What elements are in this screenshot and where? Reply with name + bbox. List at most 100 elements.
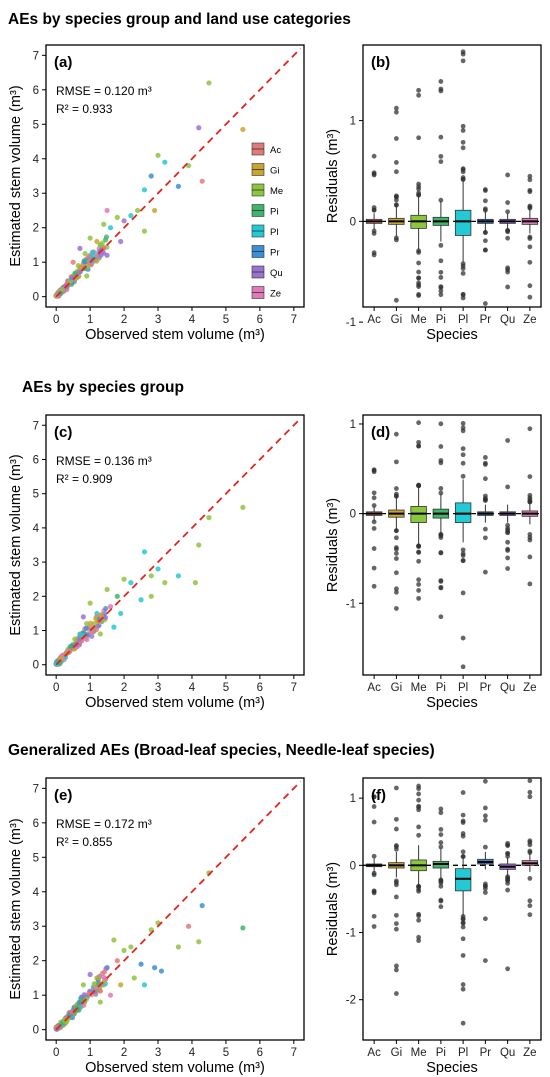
data-point (199, 178, 205, 184)
outlier-point (393, 193, 399, 199)
outlier-point (438, 269, 444, 275)
outlier-point (482, 187, 488, 192)
data-point (199, 902, 205, 909)
x-tick-label: 2 (121, 1047, 127, 1059)
data-point (114, 593, 120, 599)
data-point (152, 207, 158, 214)
reference-line (55, 47, 302, 298)
section-title-2: AEs by species group (22, 379, 184, 396)
outlier-point (371, 503, 377, 508)
data-point (102, 614, 109, 621)
data-point (158, 968, 165, 974)
data-point (128, 944, 134, 950)
outlier-point (393, 556, 399, 561)
outlier-point (416, 260, 422, 266)
y-tick-label: 7 (33, 420, 39, 432)
outlier-point (505, 172, 511, 178)
outlier-point (416, 543, 422, 549)
outlier-point (527, 499, 533, 504)
outlier-point (393, 459, 399, 465)
x-tick-label: Ac (367, 314, 381, 326)
outlier-point (460, 460, 466, 466)
outlier-point (438, 134, 444, 140)
outlier-point (527, 876, 533, 881)
r2-label: R² = 0.855 (56, 835, 113, 849)
outlier-point (527, 474, 533, 479)
outlier-point (416, 282, 422, 288)
outlier-point (460, 58, 466, 64)
outlier-point (505, 209, 511, 215)
outlier-point (371, 872, 377, 878)
outlier-point (393, 491, 399, 497)
outlier-point (416, 577, 422, 583)
outlier-point (438, 460, 444, 466)
x-tick-label: Pl (458, 314, 468, 326)
outlier-point (416, 443, 422, 449)
data-point (185, 923, 192, 929)
x-tick-label: Pi (436, 682, 446, 694)
y-tick-label: 4 (33, 523, 40, 535)
x-tick-label: 3 (155, 682, 161, 694)
outlier-point (527, 838, 533, 844)
outlier-point (438, 550, 444, 556)
outlier-point (393, 586, 399, 592)
outlier-point (460, 924, 466, 930)
x-tick-label: Gi (391, 682, 403, 694)
outlier-point (460, 854, 466, 859)
outlier-point (460, 558, 466, 564)
outlier-point (460, 551, 466, 557)
outlier-point (482, 301, 488, 306)
data-point (240, 925, 246, 931)
y-tick-label: 7 (33, 50, 39, 62)
x-tick-label: Pi (436, 314, 446, 326)
data-point (88, 630, 94, 636)
x-tick-label: 0 (53, 314, 59, 326)
y-tick-label: 2 (33, 591, 39, 603)
plot-frame (362, 44, 542, 308)
outlier-point (460, 145, 466, 151)
outlier-point (527, 554, 533, 560)
outlier-point (393, 136, 399, 141)
y-tick-label: 0 (33, 292, 39, 304)
outlier-point (438, 810, 444, 816)
outlier-point (438, 844, 444, 850)
data-point (121, 947, 127, 953)
outlier-point (527, 903, 533, 909)
outlier-point (505, 843, 511, 848)
outlier-point (482, 460, 488, 466)
x-tick-label: 4 (189, 682, 196, 694)
x-tick-label: Pi (436, 1047, 446, 1059)
data-point (196, 542, 202, 548)
section-title-1: AEs by species group and land use catego… (8, 11, 351, 28)
y-tick-label: 0 (350, 509, 356, 521)
outlier-point (505, 530, 511, 536)
outlier-point (393, 606, 399, 611)
outlier-point (416, 807, 422, 813)
data-point (77, 631, 83, 638)
legend-label: Pl (270, 227, 278, 238)
outlier-point (416, 420, 422, 426)
outlier-point (482, 885, 488, 891)
outlier-point (505, 284, 511, 290)
data-point (141, 549, 148, 555)
outlier-point (438, 878, 444, 883)
y-tick-label: 0 (33, 660, 39, 672)
data-point (82, 250, 88, 257)
x-tick-label: 4 (189, 314, 196, 326)
r2-label: R² = 0.909 (56, 472, 113, 486)
data-point (111, 624, 117, 630)
data-point (103, 234, 110, 240)
data-point (101, 221, 107, 227)
outlier-point (438, 444, 444, 449)
outlier-point (460, 953, 466, 958)
data-point (206, 515, 212, 521)
data-point (128, 580, 134, 586)
reference-line (55, 780, 302, 1031)
outlier-point (505, 874, 511, 880)
outlier-point (438, 284, 444, 290)
plot-frame (362, 777, 542, 1041)
outlier-point (416, 439, 422, 445)
outlier-point (482, 890, 488, 895)
data-point (175, 573, 181, 579)
data-point (192, 580, 198, 586)
